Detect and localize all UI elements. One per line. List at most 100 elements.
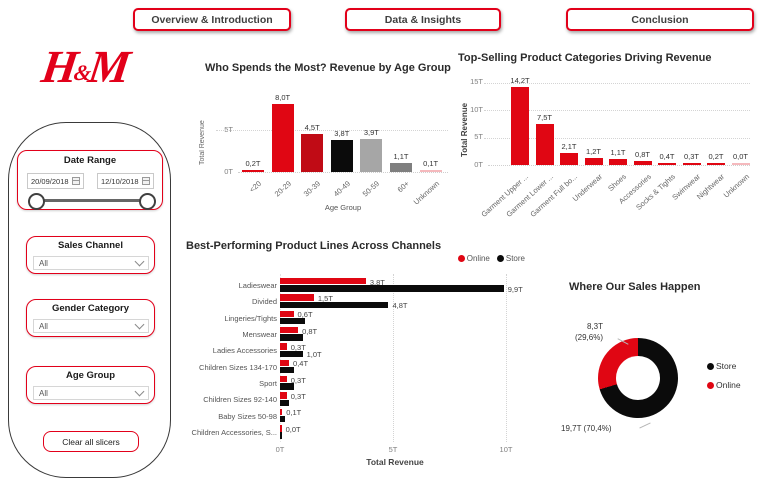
bar-value-label: 1,1T [610, 147, 626, 157]
bar-60+[interactable] [390, 162, 412, 172]
date-slider-track[interactable] [38, 199, 146, 202]
bar-value-label: 1,5T [317, 293, 333, 303]
bar-Garment Upper ...[interactable] [511, 86, 529, 165]
bar-Online-Children Sizes 134-170[interactable] [280, 359, 290, 367]
bar-Online-Lingeries/Tights[interactable] [280, 310, 294, 318]
bar-Unknown[interactable] [419, 170, 442, 172]
bar-Online-Sport[interactable] [280, 376, 287, 383]
filter-panel: Date Range 20/09/2018 12/10/2018 Sales C… [8, 122, 171, 478]
gridline [484, 137, 750, 139]
bar-40-49[interactable] [330, 139, 353, 172]
bar-Store-Ladies Accessories[interactable] [280, 350, 303, 357]
legend-item-online[interactable]: Online [457, 254, 490, 263]
date-range-title: Date Range [63, 155, 117, 166]
legend-item-online[interactable]: Online [707, 380, 741, 390]
bar-30-39[interactable] [301, 133, 324, 172]
bar-Online-Children Sizes 92-140[interactable] [280, 392, 287, 399]
bar-value-label: 1,1T [393, 151, 409, 161]
legend-dot-online [707, 381, 714, 389]
bar-Store-Divided[interactable] [280, 301, 389, 308]
gender-category-dropdown[interactable]: All [33, 319, 149, 333]
clear-all-slicers-button[interactable]: Clear all slicers [43, 431, 139, 452]
chart-title: Top-Selling Product Categories Driving R… [458, 52, 712, 64]
date-slider-handle-start[interactable] [28, 193, 45, 210]
chart-legend: Online Store [445, 254, 525, 263]
bar-Garment Lower ...[interactable] [535, 123, 554, 165]
age-group-dropdown[interactable]: All [33, 386, 149, 400]
gender-category-value: All [39, 321, 48, 331]
bar-Socks & Tights[interactable] [658, 162, 676, 165]
age-group-title: Age Group [65, 370, 116, 381]
bar-value-label: 0,3T [683, 152, 699, 162]
legend-dot-store [496, 255, 504, 262]
nav-button-data-insights[interactable]: Data & Insights [345, 8, 501, 31]
nav-button-conclusion[interactable]: Conclusion [566, 8, 754, 31]
row-category-label: Ladieswear [238, 281, 277, 290]
y-tick: 0T [474, 160, 483, 169]
bar-Store-Lingeries/Tights[interactable] [280, 317, 305, 325]
pie-label-online-value: 8,3T [586, 322, 603, 331]
y-tick: 10T [470, 105, 483, 114]
bar-value-label: 0,2T [245, 159, 261, 169]
bar-Online-Menswear[interactable] [280, 327, 299, 334]
bar-value-label: 0,6T [297, 310, 313, 320]
bar-value-label: 0,3T [290, 375, 306, 385]
sales-channel-dropdown[interactable]: All [33, 256, 149, 270]
bar-Store-Menswear[interactable] [280, 334, 303, 341]
chart-revenue-by-category: Top-Selling Product Categories Driving R… [455, 45, 767, 233]
legend-item-store[interactable]: Store [707, 361, 741, 371]
bar-50-59[interactable] [360, 138, 383, 172]
gridline [506, 274, 507, 442]
bar-value-label: 9,9T [507, 284, 523, 294]
hm-logo: H&M [38, 41, 131, 92]
gender-category-slicer: Gender Category All [26, 299, 155, 337]
bar-Store-Ladieswear[interactable] [280, 285, 504, 292]
row-category-label: Children Sizes 92-140 [203, 395, 277, 405]
x-tick: 10T [499, 445, 513, 454]
bar-Online-Ladies Accessories[interactable] [280, 343, 287, 350]
sales-channel-title: Sales Channel [58, 240, 123, 251]
bar-Online-Divided[interactable] [280, 294, 314, 301]
gridline [393, 274, 394, 442]
bar-value-label: 2,1T [561, 142, 577, 152]
bar-value-label: 0,3T [290, 342, 306, 352]
plot-area: 0,2T <20 8,0T 20-29 4,5T 30-39 3,8T 40-49 3,9T 50… [216, 90, 448, 207]
bar-20-29[interactable] [271, 104, 294, 172]
legend-label: Store [505, 254, 525, 263]
calendar-icon[interactable] [72, 177, 80, 185]
bar-<20[interactable] [242, 170, 264, 172]
bar-Unknown[interactable] [731, 163, 750, 165]
bar-Accessories[interactable] [633, 160, 652, 165]
bar-Online-Baby Sizes 50-98[interactable] [280, 408, 283, 416]
y-tick: 5T [474, 132, 483, 141]
bar-Store-Baby Sizes 50-98[interactable] [280, 416, 285, 423]
legend-label: Online [716, 380, 741, 390]
bar-Garment Full bo...[interactable] [560, 153, 578, 165]
bar-Swimwear[interactable] [682, 163, 701, 165]
bar-Shoes[interactable] [609, 158, 627, 165]
date-slider-handle-end[interactable] [139, 193, 156, 210]
bar-Store-Children Accessories, S...[interactable] [280, 432, 283, 439]
bar-Store-Children Sizes 92-140[interactable] [280, 399, 290, 407]
donut-chart[interactable] [598, 338, 678, 418]
bar-Online-Children Accessories, S...[interactable] [280, 425, 282, 432]
bar-value-label: 0,8T [634, 149, 650, 159]
plot-area: 14,2T Garment Upper ... 7,5T Garment Lower … [479, 76, 750, 219]
legend-item-store[interactable]: Store [496, 254, 525, 263]
nav-button-overview[interactable]: Overview & Introduction [133, 8, 291, 31]
start-date-input[interactable]: 20/09/2018 [27, 173, 84, 189]
gridline [280, 274, 281, 442]
chart-title: Who Spends the Most? Revenue by Age Grou… [205, 62, 451, 74]
bar-Nightwear[interactable] [707, 163, 725, 165]
calendar-icon[interactable] [142, 177, 150, 185]
end-date-input[interactable]: 12/10/2018 [97, 173, 154, 189]
bar-Underwear[interactable] [584, 158, 603, 165]
bar-Store-Children Sizes 134-170[interactable] [280, 366, 294, 374]
legend-dot-online [457, 255, 465, 262]
bar-value-label: 0,0T [285, 424, 301, 434]
bar-value-label: 3,9T [363, 127, 379, 137]
bar-Online-Ladieswear[interactable] [280, 278, 366, 285]
bar-value-label: 3,8T [369, 277, 385, 287]
bar-Store-Sport[interactable] [280, 383, 294, 390]
row-category-label: Ladies Accessories [212, 346, 277, 356]
